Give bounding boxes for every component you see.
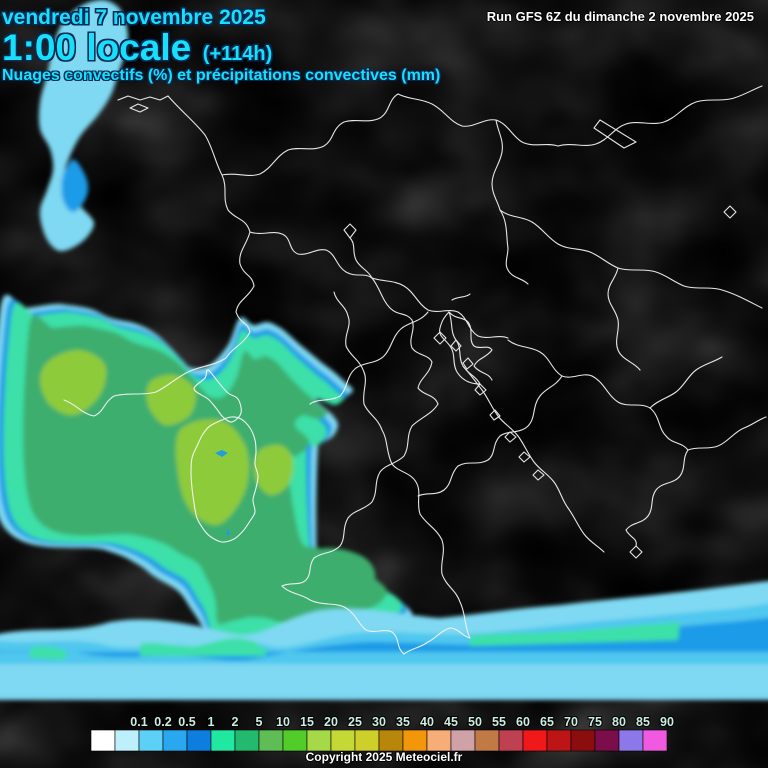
svg-text:0.5: 0.5 [178,715,195,729]
svg-text:50: 50 [468,715,482,729]
svg-text:0.1: 0.1 [130,715,147,729]
svg-text:2: 2 [232,715,239,729]
svg-text:0.2: 0.2 [154,715,171,729]
svg-text:25: 25 [348,715,362,729]
svg-text:45: 45 [444,715,458,729]
svg-text:1: 1 [208,715,215,729]
svg-text:65: 65 [540,715,554,729]
svg-text:70: 70 [564,715,578,729]
svg-text:80: 80 [612,715,626,729]
svg-text:35: 35 [396,715,410,729]
svg-text:40: 40 [420,715,434,729]
svg-text:75: 75 [588,715,602,729]
svg-text:55: 55 [492,715,506,729]
svg-text:10: 10 [276,715,290,729]
svg-text:60: 60 [516,715,530,729]
svg-text:30: 30 [372,715,386,729]
svg-text:5: 5 [256,715,263,729]
svg-text:20: 20 [324,715,338,729]
svg-text:90: 90 [660,715,674,729]
svg-text:15: 15 [300,715,314,729]
svg-text:85: 85 [636,715,650,729]
